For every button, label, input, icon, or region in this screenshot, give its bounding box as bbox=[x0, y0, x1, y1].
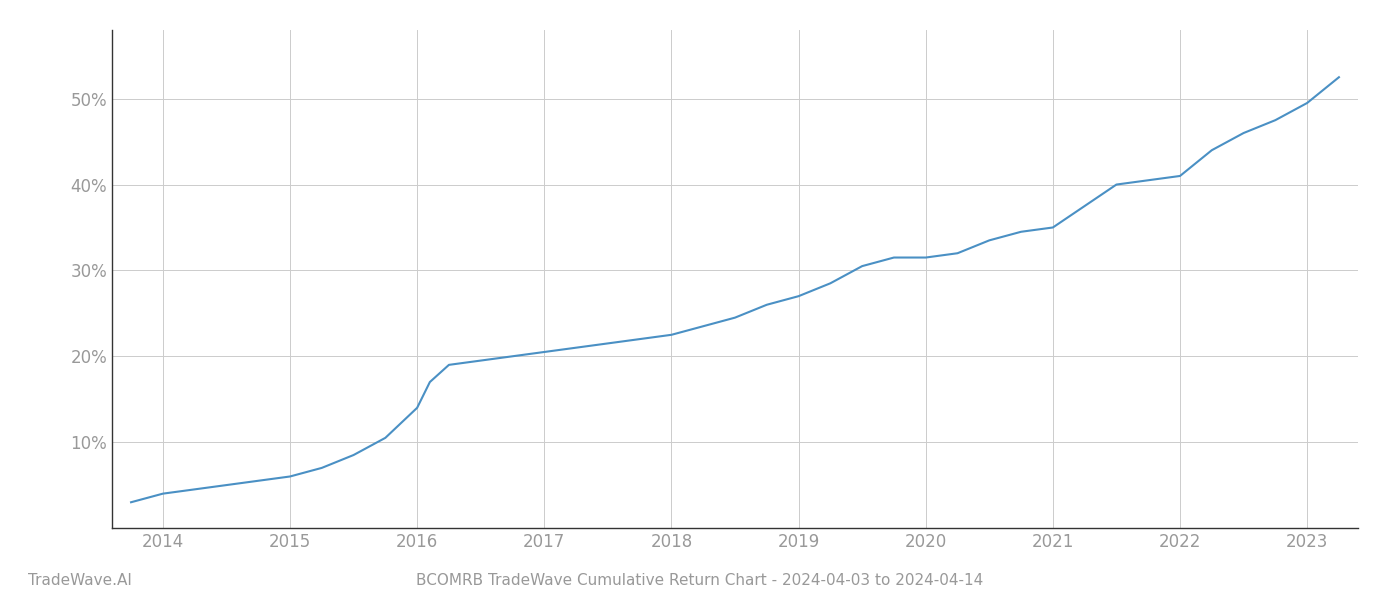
Text: TradeWave.AI: TradeWave.AI bbox=[28, 573, 132, 588]
Text: BCOMRB TradeWave Cumulative Return Chart - 2024-04-03 to 2024-04-14: BCOMRB TradeWave Cumulative Return Chart… bbox=[416, 573, 984, 588]
